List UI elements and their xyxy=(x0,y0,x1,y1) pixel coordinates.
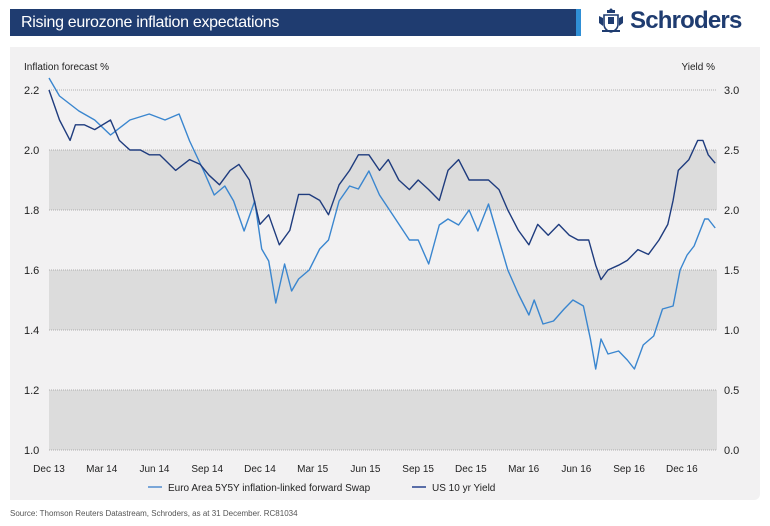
y-tick-label-left: 1.2 xyxy=(24,385,39,397)
chart-title: Rising eurozone inflation expectations xyxy=(21,14,280,31)
source-note: Source: Thomson Reuters Datastream, Schr… xyxy=(10,509,298,518)
y-tick-label-left: 1.8 xyxy=(24,205,39,217)
title-bar: Rising eurozone inflation expectations xyxy=(10,9,581,36)
grid-band xyxy=(49,270,717,330)
y-tick-label-right: 2.0 xyxy=(724,205,739,217)
x-tick-label: Dec 14 xyxy=(244,464,276,475)
x-tick-label: Dec 13 xyxy=(33,464,65,475)
x-tick-label: Mar 16 xyxy=(508,464,540,475)
legend: Euro Area 5Y5Y inflation-linked forward … xyxy=(148,483,495,494)
legend-label-us-yield: US 10 yr Yield xyxy=(432,483,495,494)
y-tick-label-right: 1.0 xyxy=(724,325,739,337)
x-tick-label: Sep 14 xyxy=(191,464,223,475)
y-tick-label-left: 1.0 xyxy=(24,445,39,457)
y-tick-label-right: 1.5 xyxy=(724,265,739,277)
x-tick-label: Sep 15 xyxy=(402,464,434,475)
y-tick-label-left: 2.2 xyxy=(24,85,39,97)
y-axis-label-left: Inflation forecast % xyxy=(24,62,109,73)
schroders-logo: Schroders xyxy=(598,6,742,36)
series-line-euro-swap xyxy=(48,77,716,370)
x-tick-label: Mar 14 xyxy=(86,464,118,475)
y-tick-label-right: 0.5 xyxy=(724,385,739,397)
grid-band xyxy=(49,390,717,450)
x-tick-label: Jun 15 xyxy=(350,464,380,475)
y-tick-label-left: 2.0 xyxy=(24,145,39,157)
x-tick-label: Jun 16 xyxy=(561,464,591,475)
x-tick-label: Jun 14 xyxy=(139,464,169,475)
x-tick-label: Dec 15 xyxy=(455,464,487,475)
y-axis-label-right: Yield % xyxy=(681,62,715,73)
legend-label-euro-swap: Euro Area 5Y5Y inflation-linked forward … xyxy=(168,483,371,494)
brand-name: Schroders xyxy=(630,7,742,34)
y-tick-label-left: 1.4 xyxy=(24,325,39,337)
crest-icon xyxy=(599,8,623,33)
y-tick-label-right: 2.5 xyxy=(724,145,739,157)
y-tick-label-right: 3.0 xyxy=(724,85,739,97)
y-tick-label-right: 0.0 xyxy=(724,445,739,457)
x-tick-label: Dec 16 xyxy=(666,464,698,475)
x-tick-label: Sep 16 xyxy=(613,464,645,475)
series-line-us-yield xyxy=(48,89,716,281)
y-tick-label-left: 1.6 xyxy=(24,265,39,277)
x-tick-label: Mar 15 xyxy=(297,464,329,475)
